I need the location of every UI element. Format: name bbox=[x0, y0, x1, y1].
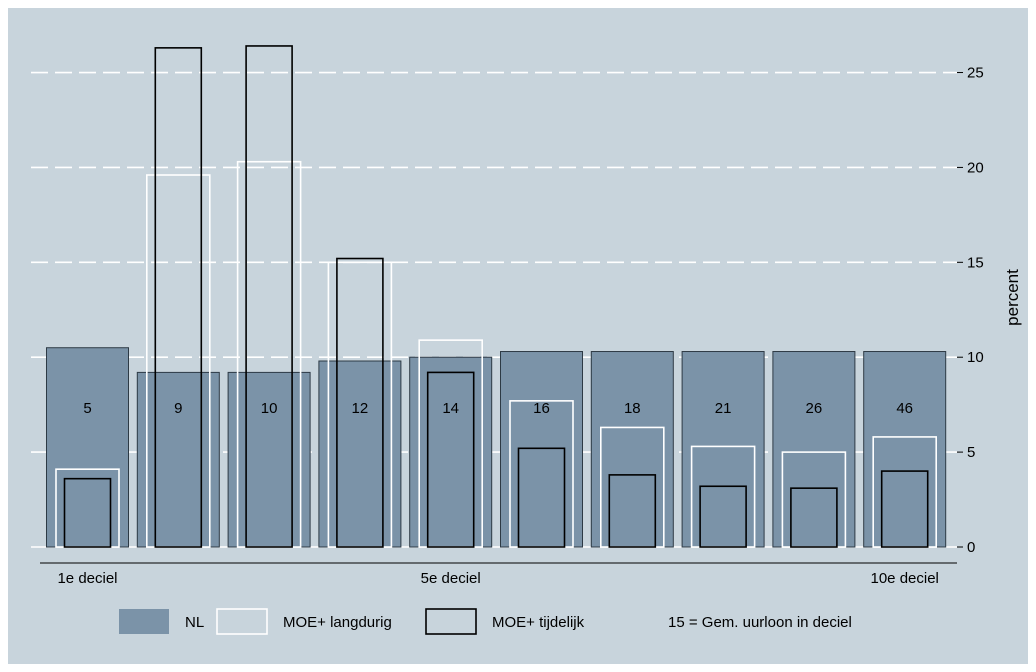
bar-moe-tijdelijk bbox=[880, 470, 929, 548]
bar-value-label: 10 bbox=[261, 400, 278, 417]
x-category-label: 10e deciel bbox=[871, 570, 939, 587]
bar-value-label: 5 bbox=[83, 400, 91, 417]
bar-nl bbox=[863, 351, 947, 548]
bar-nl bbox=[318, 360, 402, 548]
axis-layer: 0 5 10 15 20 25 percent 1e deciel 5e deciel 10e d… bbox=[40, 65, 1022, 587]
y-tick-label: 15 bbox=[967, 254, 984, 271]
bar-moe-tijdelijk bbox=[154, 47, 203, 548]
y-axis-title: percent bbox=[1003, 269, 1022, 326]
bar-value-label: 14 bbox=[442, 400, 459, 417]
bar-value-label: 9 bbox=[174, 400, 182, 417]
bar-nl bbox=[227, 371, 311, 548]
legend-layer: NL MOE+ langdurig MOE+ tijdelijk 15 = Gem. … bbox=[119, 608, 852, 635]
bar-nl bbox=[46, 347, 129, 548]
bar-moe-tijdelijk bbox=[790, 487, 838, 548]
legend-note: 15 = Gem. uurloon in deciel bbox=[668, 614, 852, 631]
bar-moe-tijdelijk bbox=[426, 371, 475, 548]
legend-swatch bbox=[216, 608, 268, 635]
y-tick-label: 5 bbox=[967, 444, 975, 461]
legend-label: MOE+ langdurig bbox=[283, 614, 392, 631]
y-tick-label: 10 bbox=[967, 349, 984, 366]
bar-nl bbox=[681, 351, 765, 548]
bar-value-label: 21 bbox=[715, 400, 732, 417]
bar-moe-tijdelijk bbox=[608, 474, 657, 548]
bar-value-label: 26 bbox=[806, 400, 823, 417]
y-tick-label: 0 bbox=[967, 539, 975, 556]
bar-nl bbox=[590, 351, 674, 548]
bar-moe-tijdelijk bbox=[245, 45, 293, 548]
legend-label: MOE+ tijdelijk bbox=[492, 614, 585, 631]
bar-layer: 5 9 10 12 14 16 18 21 26 46 bbox=[46, 45, 947, 548]
legend-swatch bbox=[119, 609, 169, 634]
bar-nl bbox=[409, 356, 493, 548]
bar-value-label: 46 bbox=[896, 400, 913, 417]
bar-value-label: 12 bbox=[352, 400, 369, 417]
bar-moe-tijdelijk bbox=[63, 477, 112, 548]
bar-moe-tijdelijk bbox=[699, 485, 747, 548]
chart-background bbox=[8, 8, 1028, 664]
legend-label: NL bbox=[185, 614, 204, 631]
y-tick-label: 20 bbox=[967, 159, 984, 176]
bar-moe-tijdelijk bbox=[336, 257, 384, 548]
bar-nl bbox=[500, 351, 583, 548]
bar-value-label: 18 bbox=[624, 400, 641, 417]
x-category-label: 1e deciel bbox=[57, 570, 117, 587]
legend-swatch bbox=[425, 608, 477, 635]
bar-nl bbox=[772, 351, 856, 548]
y-tick-label: 25 bbox=[967, 65, 984, 82]
bar-value-label: 16 bbox=[533, 400, 550, 417]
bar-nl bbox=[136, 371, 220, 548]
x-category-label: 5e deciel bbox=[421, 570, 481, 587]
bar-moe-tijdelijk bbox=[517, 447, 566, 548]
